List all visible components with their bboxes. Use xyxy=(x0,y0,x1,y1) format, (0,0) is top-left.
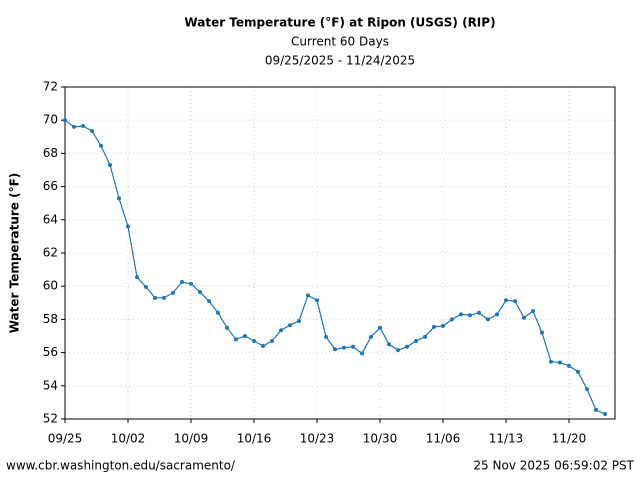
date-range: 09/25/2025 - 11/24/2025 xyxy=(265,54,415,68)
data-point xyxy=(279,328,283,333)
data-point xyxy=(450,317,454,322)
data-point xyxy=(315,298,319,303)
y-tick-label: 70 xyxy=(43,113,58,127)
data-point xyxy=(351,344,355,349)
data-point xyxy=(378,325,382,330)
data-point xyxy=(567,363,571,368)
data-point xyxy=(63,118,67,123)
data-point xyxy=(387,342,391,347)
data-point xyxy=(342,345,346,350)
x-tick-label: 10/02 xyxy=(111,432,146,446)
data-point xyxy=(477,310,481,315)
data-point xyxy=(261,343,265,348)
data-point xyxy=(72,124,76,129)
data-point xyxy=(297,319,301,324)
data-point xyxy=(234,337,238,342)
data-point xyxy=(81,124,85,129)
chart-subtitle: Current 60 Days xyxy=(291,35,389,49)
x-tick-label: 10/30 xyxy=(363,432,398,446)
data-point xyxy=(180,280,184,285)
x-tick-label: 11/20 xyxy=(552,432,587,446)
data-point xyxy=(504,298,508,303)
data-point xyxy=(540,330,544,335)
data-point xyxy=(117,196,121,201)
data-point xyxy=(486,317,490,322)
data-point xyxy=(495,312,499,317)
data-point xyxy=(549,359,553,364)
data-point xyxy=(405,344,409,349)
y-tick-label: 68 xyxy=(43,146,58,160)
data-point xyxy=(270,338,274,343)
x-tick-label: 10/09 xyxy=(174,432,209,446)
data-point xyxy=(324,334,328,339)
chart-title: Water Temperature (°F) at Ripon (USGS) (… xyxy=(184,16,495,30)
data-point xyxy=(243,334,247,338)
data-point xyxy=(225,325,229,330)
data-point xyxy=(207,299,211,304)
x-tick-label: 09/25 xyxy=(48,432,83,446)
data-point xyxy=(90,128,94,133)
data-point xyxy=(369,334,373,339)
x-tick-label: 10/23 xyxy=(300,432,335,446)
data-point xyxy=(531,309,535,314)
data-point xyxy=(189,281,193,286)
data-point xyxy=(594,407,598,412)
data-point xyxy=(306,293,310,298)
data-point xyxy=(333,347,337,352)
data-point xyxy=(198,290,202,295)
y-tick-label: 58 xyxy=(43,312,58,326)
y-tick-label: 62 xyxy=(43,246,58,260)
data-point xyxy=(603,412,607,417)
data-point xyxy=(513,299,517,304)
data-point xyxy=(423,334,427,339)
data-point xyxy=(558,360,562,365)
x-tick-label: 10/16 xyxy=(237,432,272,446)
data-point xyxy=(459,312,463,317)
data-point xyxy=(171,290,175,295)
x-tick-label: 11/13 xyxy=(489,432,524,446)
data-point xyxy=(468,313,472,318)
data-point xyxy=(216,310,220,315)
data-point xyxy=(441,324,445,329)
plot-frame xyxy=(64,86,616,420)
data-point xyxy=(135,275,139,280)
data-point xyxy=(252,338,256,343)
data-point xyxy=(288,323,292,328)
data-point xyxy=(432,324,436,329)
data-point xyxy=(585,387,589,392)
data-point xyxy=(108,163,112,168)
data-point xyxy=(360,351,364,356)
y-tick-label: 66 xyxy=(43,179,58,193)
data-point xyxy=(153,295,157,300)
data-point xyxy=(126,224,130,229)
data-line xyxy=(64,119,606,415)
y-tick-label: 72 xyxy=(43,80,58,94)
y-axis-label: Water Temperature (°F) xyxy=(8,173,22,334)
data-point xyxy=(144,285,148,290)
footer-timestamp: 25 Nov 2025 06:59:02 PST xyxy=(473,459,634,473)
y-tick-label: 64 xyxy=(43,212,58,226)
data-point xyxy=(522,315,526,320)
y-tick-label: 60 xyxy=(43,279,58,293)
x-tick-label: 11/06 xyxy=(426,432,461,446)
y-tick-label: 54 xyxy=(43,378,58,392)
y-tick-label: 56 xyxy=(43,345,58,359)
data-point xyxy=(162,295,166,300)
data-point xyxy=(396,348,400,353)
data-point xyxy=(99,143,103,148)
data-point xyxy=(414,338,418,343)
data-point xyxy=(576,369,580,374)
footer-url: www.cbr.washington.edu/sacramento/ xyxy=(6,459,236,473)
y-tick-label: 52 xyxy=(43,412,58,426)
